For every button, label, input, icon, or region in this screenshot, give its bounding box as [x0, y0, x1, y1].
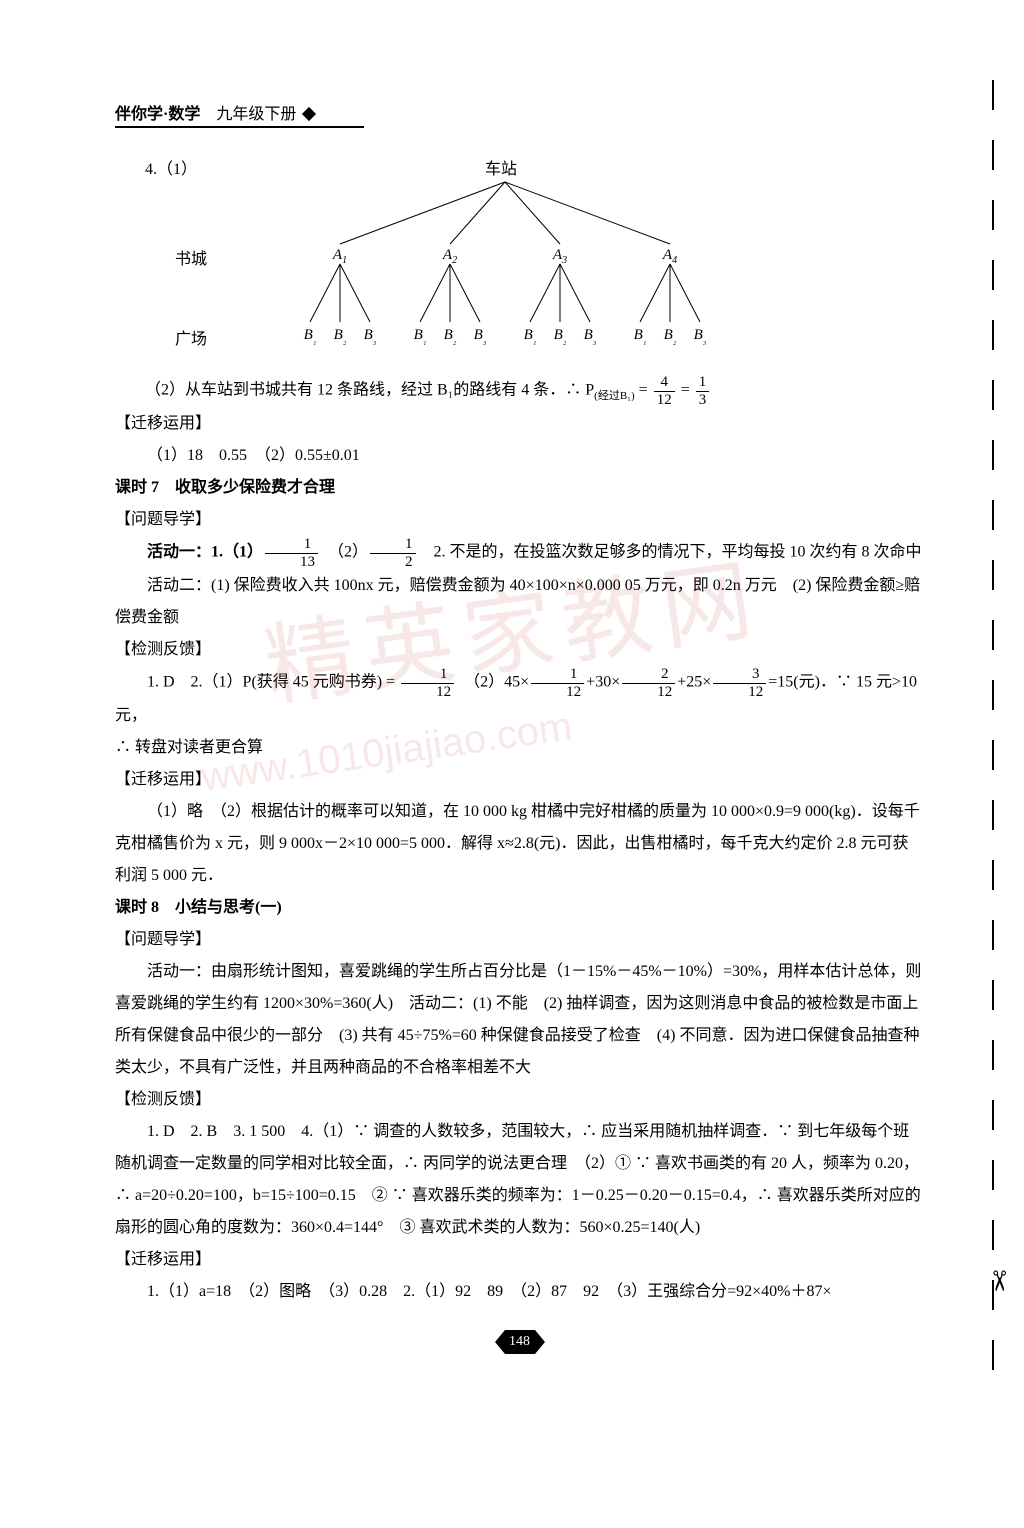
yiyi-title-3: 【迁移运用】 [115, 1244, 924, 1276]
tick-mark [992, 200, 994, 230]
svg-text:B₃: B₃ [364, 327, 377, 346]
diamond-icon [302, 107, 316, 121]
yiyi-text-2: （1）略 （2）根据估计的概率可以知道，在 10 000 kg 柑橘中完好柑橘的… [115, 796, 924, 892]
activity-k8: 活动一：由扇形统计图知，喜爱跳绳的学生所占百分比是（1－15%－45%－10%）… [115, 956, 924, 1084]
jcfk-l1b: （2）45× [456, 674, 529, 691]
q4-part2-text-a: （2）从车站到书城共有 12 条路线，经过 B₁的路线有 4 条．∴ P [145, 382, 594, 399]
jcfk-line1: 1. D 2.（1）P(获得 45 元购书券) = 112 （2）45×112+… [115, 666, 924, 732]
jcfk2-text: 1. D 2. B 3. 1 500 4.（1）∵ 调查的人数较多，范围较大，∴… [115, 1116, 924, 1244]
hd1-b: （2） [320, 544, 368, 561]
page-header: 伴你学·数学 九年级下册 [115, 100, 924, 124]
q4-part2-text-b: = [635, 382, 652, 399]
tick-mark [992, 740, 994, 770]
jcfk-l1d: +25× [677, 674, 711, 691]
svg-text:B₂: B₂ [334, 327, 347, 346]
frac-2-12: 212 [622, 666, 675, 700]
page-number: 148 [505, 1330, 535, 1354]
tick-mark [992, 320, 994, 350]
wtdx-1: 【问题导学】 [115, 504, 924, 536]
eq1: = [677, 382, 694, 399]
page-number-badge: 148 [495, 1328, 545, 1356]
jcfk-l1a: 1. D 2.（1）P(获得 45 元购书券) = [147, 674, 399, 691]
tick-mark [992, 380, 994, 410]
yiyi-title-1: 【迁移运用】 [115, 408, 924, 440]
frac-1-2: 12 [370, 536, 416, 570]
tick-mark [992, 140, 994, 170]
svg-text:A4: A4 [662, 247, 677, 266]
frac-1-12a: 112 [401, 666, 454, 700]
svg-text:A2: A2 [442, 247, 457, 266]
tick-mark [992, 1040, 994, 1070]
svg-text:B₂: B₂ [554, 327, 567, 346]
frac-1-13: 113 [265, 536, 318, 570]
tick-mark [992, 1220, 994, 1250]
tick-mark [992, 920, 994, 950]
frac-3-12: 312 [713, 666, 766, 700]
jcfk-l1c: +30× [586, 674, 620, 691]
wtdx-2: 【问题导学】 [115, 924, 924, 956]
lesson7-title: 课时 7 收取多少保险费才合理 [115, 472, 924, 504]
tick-mark [992, 560, 994, 590]
q4-part2: （2）从车站到书城共有 12 条路线，经过 B₁的路线有 4 条．∴ P(经过B… [145, 374, 924, 408]
page-number-container: 148 [115, 1328, 924, 1361]
tick-mark [992, 1340, 994, 1370]
yiyi-line-1: （1）18 0.55 （2）0.55±0.01 [115, 440, 924, 472]
yiyi-title-2: 【迁移运用】 [115, 764, 924, 796]
tick-mark [992, 260, 994, 290]
tick-mark [992, 1160, 994, 1190]
content-body: 4.（1） 车站 书城 广场 A1A2A3A4B₁B₂B₃B₁B₂B₃B₁B₂B… [115, 154, 924, 1308]
svg-text:A1: A1 [332, 247, 347, 266]
frac-1-3: 13 [696, 374, 710, 408]
svg-text:B₁: B₁ [634, 327, 647, 346]
svg-text:B₃: B₃ [584, 327, 597, 346]
jcfk-line2: ∴ 转盘对读者更合算 [115, 732, 924, 764]
svg-text:B₂: B₂ [664, 327, 677, 346]
svg-text:B₁: B₁ [414, 327, 427, 346]
page-container: 伴你学·数学 九年级下册 4.（1） 车站 书城 广场 A1A2A3A4B₁B₂… [0, 0, 1024, 1401]
q4-part2-sub: (经过B₁) [594, 390, 635, 402]
tree-svg: A1 A2 A3 A4 B₁ B₂ B₃ B₁ B₂ B₃ B₁ B₂ B₃ B₁ B₂ B₃ [115, 154, 815, 354]
svg-text:A3: A3 [552, 247, 567, 266]
activity2-line: 活动二：(1) 保险费收入共 100nx 元，赔偿费金额为 40×100×n×0… [115, 570, 924, 634]
jcfk-1: 【检测反馈】 [115, 634, 924, 666]
svg-text:B₃: B₃ [694, 327, 707, 346]
scissors-icon: ✂ [981, 1269, 1015, 1292]
cut-ticks [992, 80, 994, 1448]
svg-text:B₂: B₂ [444, 327, 457, 346]
tick-mark [992, 80, 994, 110]
hd1-c: 2. 不是的，在投篮次数足够多的情况下，平均每投 10 次约有 8 次命中 [418, 544, 922, 561]
lesson8-title: 课时 8 小结与思考(一) [115, 892, 924, 924]
activity1-line: 活动一：1.（1）113 （2）12 2. 不是的，在投篮次数足够多的情况下，平… [115, 536, 924, 570]
tick-mark [992, 680, 994, 710]
hd1-a: 活动一：1.（1） [147, 544, 263, 561]
header-title-bold: 伴你学·数学 [115, 100, 200, 124]
jcfk-2: 【检测反馈】 [115, 1084, 924, 1116]
svg-text:B₃: B₃ [474, 327, 487, 346]
frac-4-12: 412 [654, 374, 675, 408]
tick-mark [992, 980, 994, 1010]
tick-mark [992, 440, 994, 470]
tick-mark [992, 800, 994, 830]
tick-mark [992, 620, 994, 650]
header-title-rest: 九年级下册 [200, 100, 296, 124]
frac-1-12b: 112 [531, 666, 584, 700]
tick-mark [992, 500, 994, 530]
tree-diagram: 4.（1） 车站 书城 广场 A1A2A3A4B₁B₂B₃B₁B₂B₃B₁B₂B… [115, 154, 924, 354]
header-underline [115, 126, 364, 128]
tick-mark [992, 1100, 994, 1130]
svg-text:B₁: B₁ [304, 327, 317, 346]
tick-mark [992, 860, 994, 890]
svg-text:B₁: B₁ [524, 327, 537, 346]
yiyi-text-3: 1.（1）a=18 （2）图略 （3）0.28 2.（1）92 89 （2）87… [115, 1276, 924, 1308]
